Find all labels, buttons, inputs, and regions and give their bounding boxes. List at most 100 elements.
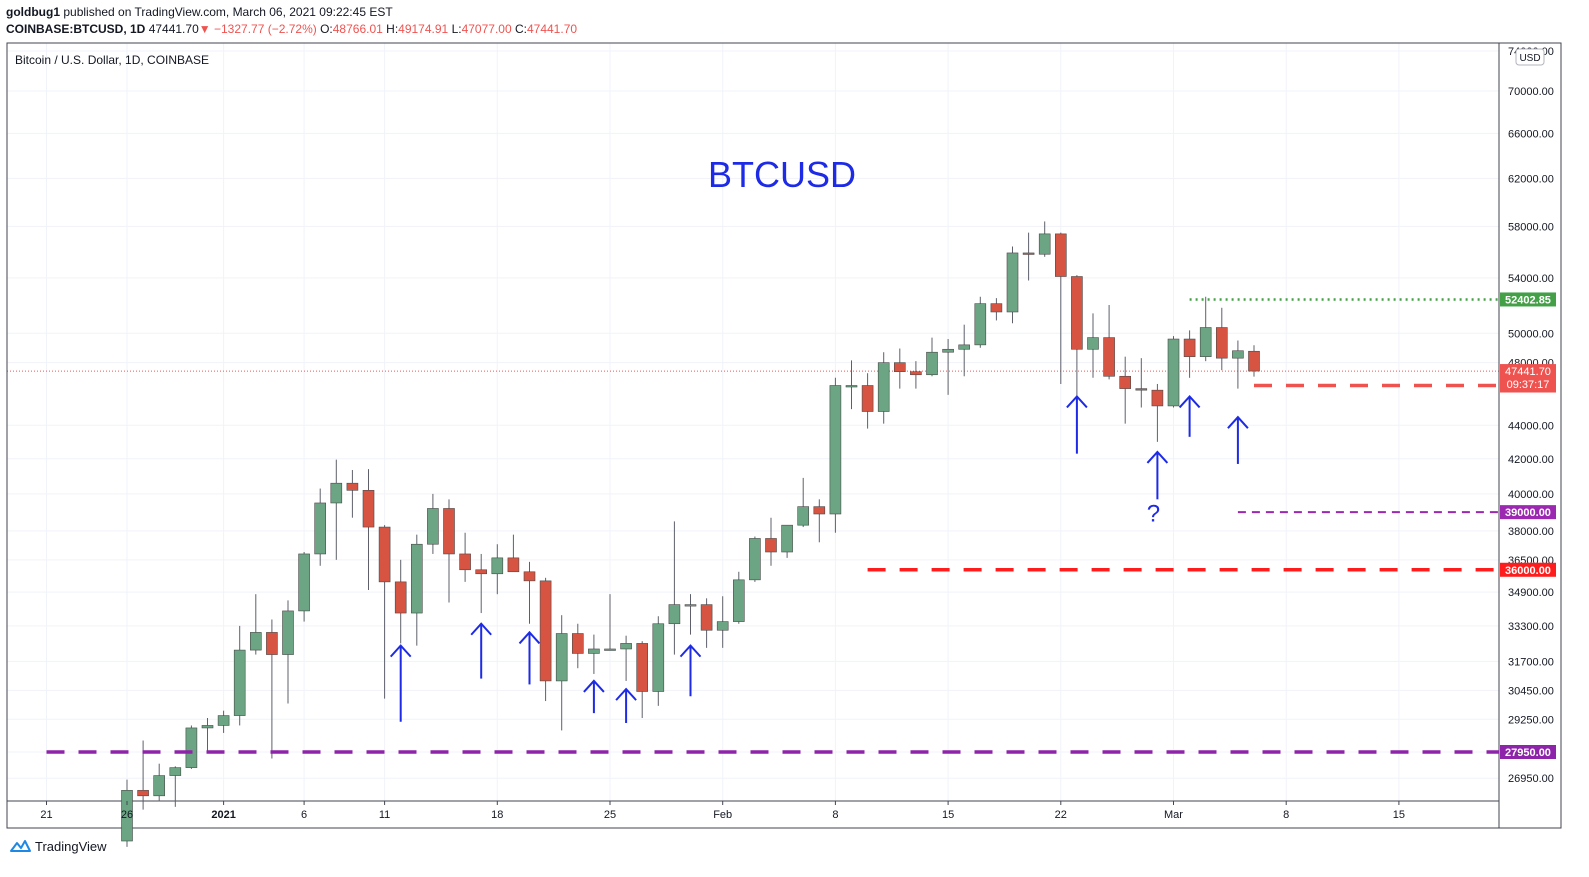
candle-body <box>233 649 246 716</box>
price-tick-label: 70000.00 <box>1508 86 1554 98</box>
price-tick-label: 58000.00 <box>1508 221 1554 233</box>
candle <box>217 710 230 733</box>
price-tick-label: 33300.00 <box>1508 621 1554 633</box>
candle <box>394 559 407 644</box>
candle-body <box>700 604 713 631</box>
low-label: L: <box>451 22 462 36</box>
candle <box>877 352 890 424</box>
candle-body <box>861 385 874 412</box>
close-value: 47441.70 <box>526 22 578 36</box>
currency-label: USD <box>1519 53 1540 64</box>
candle-body <box>121 790 133 842</box>
level-price-label: 39000.00 <box>1505 507 1551 519</box>
candle <box>121 779 133 847</box>
time-tick-label: 8 <box>832 809 838 821</box>
candle <box>1167 336 1180 408</box>
price-tick-label: 31700.00 <box>1508 656 1554 668</box>
up-arrow-annotation <box>1178 394 1201 437</box>
candle <box>169 766 182 807</box>
candle <box>813 499 826 543</box>
level-price-tag <box>1500 292 1556 307</box>
up-arrow-annotation <box>518 630 541 685</box>
price-tick-label: 26950.00 <box>1508 773 1554 785</box>
up-arrow-annotation <box>583 679 605 714</box>
candle-body <box>459 553 471 571</box>
change-text: −1327.77 (−2.72%) <box>213 22 317 36</box>
time-tick-label: 25 <box>604 809 616 821</box>
tradingview-logo[interactable]: TradingView <box>8 838 107 854</box>
price-tick-label: 62000.00 <box>1508 173 1554 185</box>
open-value: 48766.01 <box>332 22 383 36</box>
candle <box>797 477 810 528</box>
candle-body <box>716 621 729 631</box>
candle <box>1248 345 1260 377</box>
time-tick-label: 15 <box>942 809 954 821</box>
candle <box>250 594 262 655</box>
candle-body <box>877 362 890 412</box>
candle <box>588 634 600 674</box>
open-label: O: <box>320 22 333 36</box>
arrow-head <box>389 644 412 658</box>
candle <box>201 718 214 751</box>
candle-body <box>1087 337 1099 350</box>
candle <box>233 625 246 726</box>
candle-body <box>427 508 439 545</box>
up-arrow-annotation <box>470 622 492 679</box>
candle-body <box>668 604 681 625</box>
arrow-head <box>518 630 541 645</box>
candle <box>845 360 858 410</box>
candle-body <box>523 571 536 582</box>
currency-badge[interactable]: USD <box>1515 48 1545 66</box>
arrow-head <box>679 644 702 658</box>
time-tick-label: Mar <box>1164 809 1183 821</box>
time-tick-label: 15 <box>1393 809 1405 821</box>
candle <box>346 470 359 518</box>
candle-body <box>217 715 230 726</box>
candle-body <box>1232 350 1244 359</box>
publisher-name[interactable]: goldbug1 <box>6 5 60 19</box>
candle-body <box>1022 252 1035 255</box>
arrow-head <box>1178 394 1201 409</box>
candle <box>684 594 697 635</box>
candle-body <box>298 553 310 612</box>
candle-body <box>813 506 826 515</box>
candle-body <box>684 604 697 607</box>
candle-body <box>1038 233 1051 255</box>
countdown-label: 09:37:17 <box>1507 379 1550 391</box>
price-axis[interactable]: 26950.00 27950.00 29250.00 30450.00 31700.00… <box>1500 46 1556 785</box>
series-legend: Bitcoin / U.S. Dollar, 1D, COINBASE <box>15 53 209 67</box>
candle <box>427 493 439 554</box>
up-arrow-annotation <box>389 644 412 722</box>
candle-body <box>1199 327 1212 357</box>
price-tick-label: 38000.00 <box>1508 526 1554 538</box>
candle <box>443 499 455 603</box>
candle-body <box>910 371 922 376</box>
level-price-tag <box>1500 745 1556 759</box>
down-triangle-icon: ▼ <box>198 22 211 36</box>
candle-body <box>926 351 938 376</box>
candle-body <box>266 632 278 655</box>
ohlc-bar: COINBASE:BTCUSD, 1D 47441.70 ▼ −1327.77 (… <box>6 22 577 36</box>
arrow-head <box>1066 394 1088 409</box>
candle <box>362 469 375 591</box>
symbol-label: COINBASE:BTCUSD, 1D <box>6 22 146 36</box>
candle <box>1199 296 1212 362</box>
candle-body <box>491 557 504 575</box>
candle-body <box>974 303 987 346</box>
candle <box>1087 313 1099 378</box>
time-tick-label: 18 <box>491 809 503 821</box>
candle <box>475 553 488 614</box>
candle <box>153 763 165 802</box>
publish-info: goldbug1 published on TradingView.com, M… <box>6 5 393 19</box>
time-axis[interactable]: 21 26 2021 6 11 18 25 Feb 8 15 22 Mar 8 15 <box>40 801 1405 821</box>
candle <box>1135 358 1148 408</box>
candle <box>266 619 278 759</box>
chart-title: BTCUSD <box>708 154 856 195</box>
candle-body <box>604 648 616 651</box>
candle <box>1071 275 1083 410</box>
candle <box>459 532 471 582</box>
candle-body <box>507 557 520 573</box>
candle <box>604 594 616 651</box>
candle-body <box>1167 338 1180 407</box>
